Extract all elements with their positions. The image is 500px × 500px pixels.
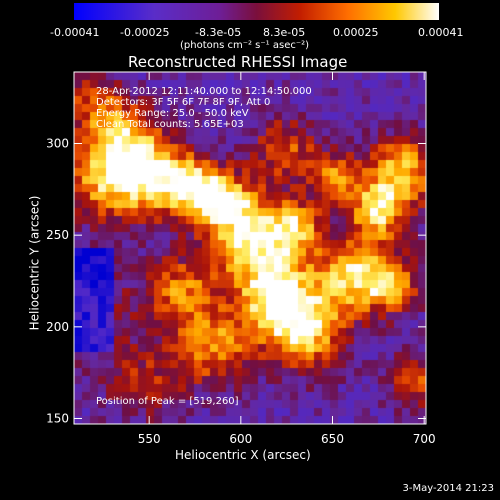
y-axis-label: Heliocentric Y (arcsec) xyxy=(27,195,42,331)
x-tick-label: 550 xyxy=(138,432,161,446)
annotation-peak-position: Position of Peak = [519,260] xyxy=(96,396,239,407)
x-axis-label: Heliocentric X (arcsec) xyxy=(175,448,311,462)
y-tick-label: 300 xyxy=(46,137,69,151)
colorbar-tick-label: 0.00025 xyxy=(333,26,379,39)
annotation-detectors: Detectors: 3F 5F 6F 7F 8F 9F, Att 0 xyxy=(96,97,271,108)
annotation-energy-range: Energy Range: 25.0 - 50.0 keV xyxy=(96,108,249,119)
colorbar-tick-label: -8.3e-05 xyxy=(195,26,242,39)
colorbar xyxy=(74,3,439,20)
x-tick-label: 650 xyxy=(321,432,344,446)
y-tick-label: 150 xyxy=(46,412,69,426)
colorbar-tick-label: 0.00041 xyxy=(418,26,464,39)
footer-date: 3-May-2014 21:23 xyxy=(402,483,494,494)
colorbar-units-label: (photons cm⁻² s⁻¹ asec⁻²) xyxy=(180,40,310,51)
plot-area: 28-Apr-2012 12:11:40.000 to 12:14:50.000… xyxy=(74,72,426,424)
x-tick-label: 600 xyxy=(229,432,252,446)
annotation-method: Clean Total counts: 5.65E+03 xyxy=(96,119,244,130)
y-tick-label: 200 xyxy=(46,320,69,334)
chart-title: Reconstructed RHESSI Image xyxy=(128,53,348,71)
colorbar-tick-label: 8.3e-05 xyxy=(263,26,306,39)
y-tick-label: 250 xyxy=(46,228,69,242)
x-tick-label: 700 xyxy=(413,432,436,446)
colorbar-tick-label: -0.00025 xyxy=(120,26,170,39)
annotation-time-range: 28-Apr-2012 12:11:40.000 to 12:14:50.000 xyxy=(96,86,312,97)
colorbar-tick-label: -0.00041 xyxy=(50,26,100,39)
